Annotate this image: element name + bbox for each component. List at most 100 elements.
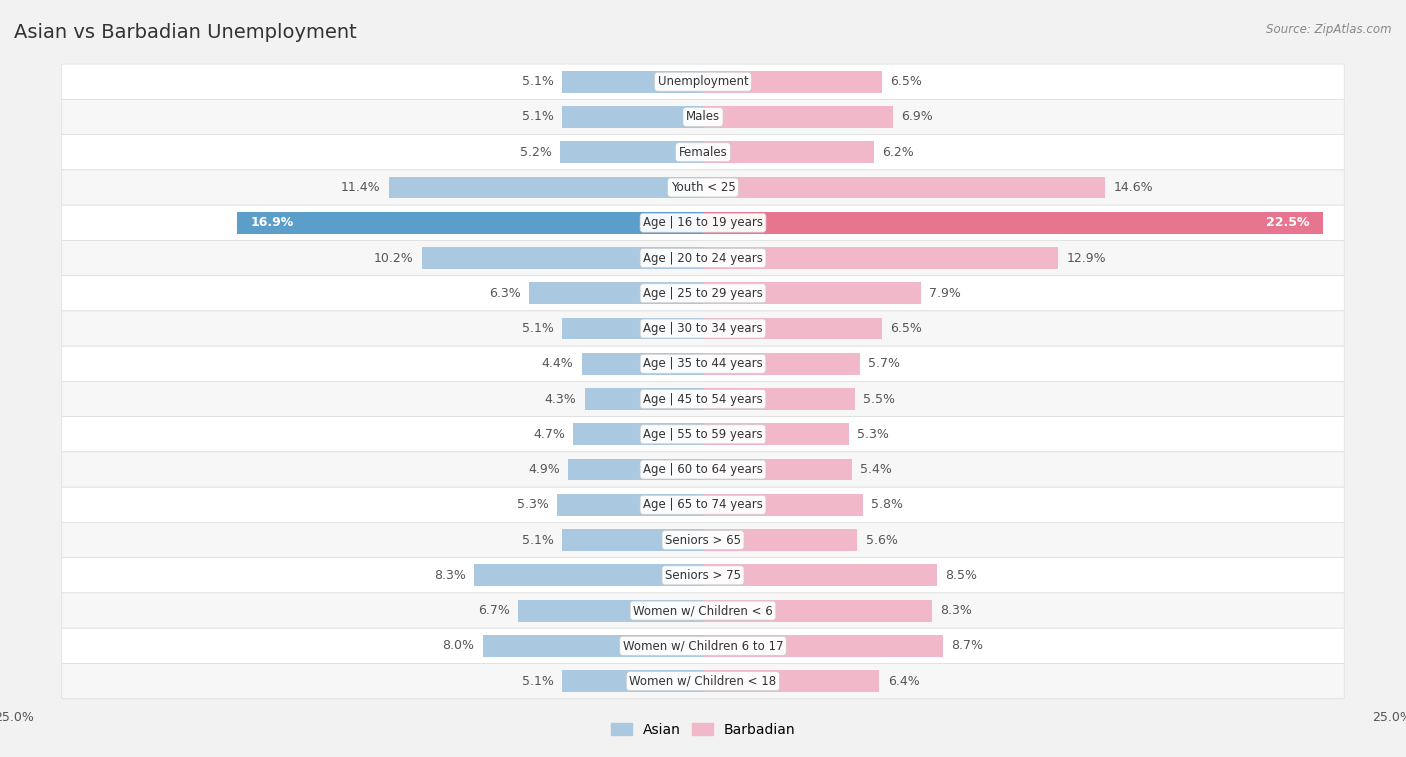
FancyBboxPatch shape [62,135,1344,170]
Text: Age | 30 to 34 years: Age | 30 to 34 years [643,322,763,335]
Text: 5.1%: 5.1% [522,111,554,123]
Text: Women w/ Children 6 to 17: Women w/ Children 6 to 17 [623,640,783,653]
Bar [703,565,938,586]
Text: 6.9%: 6.9% [901,111,934,123]
Text: Seniors > 75: Seniors > 75 [665,569,741,582]
Text: 8.3%: 8.3% [941,604,972,617]
Bar [703,529,858,551]
Text: 6.3%: 6.3% [489,287,522,300]
FancyBboxPatch shape [62,346,1344,382]
Bar [574,423,703,445]
Text: 22.5%: 22.5% [1265,217,1309,229]
Bar [568,459,703,481]
Bar [703,247,1059,269]
Text: 4.3%: 4.3% [544,393,576,406]
FancyBboxPatch shape [62,170,1344,205]
Bar [703,282,921,304]
Text: Age | 20 to 24 years: Age | 20 to 24 years [643,251,763,264]
Text: 5.2%: 5.2% [520,146,551,159]
Text: 14.6%: 14.6% [1114,181,1153,194]
Text: 5.1%: 5.1% [522,75,554,89]
Bar [238,212,703,234]
Text: 8.5%: 8.5% [945,569,977,582]
Bar [389,176,703,198]
FancyBboxPatch shape [62,416,1344,452]
Bar [703,423,849,445]
Text: 5.6%: 5.6% [866,534,897,547]
Bar [560,142,703,164]
Bar [703,318,882,339]
Bar [557,494,703,516]
Bar [562,670,703,692]
Bar [562,71,703,92]
Text: 10.2%: 10.2% [374,251,413,264]
Text: Age | 25 to 29 years: Age | 25 to 29 years [643,287,763,300]
Text: 11.4%: 11.4% [340,181,381,194]
Text: Youth < 25: Youth < 25 [671,181,735,194]
FancyBboxPatch shape [62,276,1344,311]
Text: 4.9%: 4.9% [527,463,560,476]
Text: Males: Males [686,111,720,123]
Bar [530,282,703,304]
Text: 6.4%: 6.4% [887,674,920,687]
Text: 6.5%: 6.5% [890,322,922,335]
Bar [703,600,932,621]
Bar [703,459,852,481]
FancyBboxPatch shape [62,663,1344,699]
Text: Age | 35 to 44 years: Age | 35 to 44 years [643,357,763,370]
Bar [703,106,893,128]
Text: 5.4%: 5.4% [860,463,891,476]
Bar [422,247,703,269]
Text: 8.3%: 8.3% [434,569,465,582]
FancyBboxPatch shape [62,311,1344,346]
Bar [562,529,703,551]
Bar [703,670,879,692]
Text: Women w/ Children < 18: Women w/ Children < 18 [630,674,776,687]
FancyBboxPatch shape [62,64,1344,99]
FancyBboxPatch shape [62,558,1344,593]
Bar [703,71,882,92]
Text: 5.1%: 5.1% [522,674,554,687]
Text: 16.9%: 16.9% [252,217,294,229]
FancyBboxPatch shape [62,99,1344,135]
Text: 8.7%: 8.7% [950,640,983,653]
Text: Age | 60 to 64 years: Age | 60 to 64 years [643,463,763,476]
FancyBboxPatch shape [62,522,1344,558]
Text: 5.5%: 5.5% [863,393,894,406]
FancyBboxPatch shape [62,205,1344,241]
Text: 5.3%: 5.3% [517,498,548,511]
Bar [703,635,943,657]
Text: 4.7%: 4.7% [533,428,565,441]
Bar [474,565,703,586]
Text: 12.9%: 12.9% [1067,251,1107,264]
Bar [703,212,1323,234]
Text: 7.9%: 7.9% [929,287,960,300]
Legend: Asian, Barbadian: Asian, Barbadian [605,717,801,742]
Bar [585,388,703,410]
Text: Unemployment: Unemployment [658,75,748,89]
Text: Asian vs Barbadian Unemployment: Asian vs Barbadian Unemployment [14,23,357,42]
Bar [519,600,703,621]
Bar [703,142,875,164]
Text: Women w/ Children < 6: Women w/ Children < 6 [633,604,773,617]
Text: 5.7%: 5.7% [869,357,900,370]
FancyBboxPatch shape [62,593,1344,628]
FancyBboxPatch shape [62,452,1344,488]
Text: 5.1%: 5.1% [522,322,554,335]
Bar [582,353,703,375]
Bar [703,353,860,375]
Bar [562,106,703,128]
Text: 5.8%: 5.8% [872,498,903,511]
Text: Age | 45 to 54 years: Age | 45 to 54 years [643,393,763,406]
Text: 6.5%: 6.5% [890,75,922,89]
Bar [703,176,1105,198]
Bar [703,388,855,410]
Text: Age | 65 to 74 years: Age | 65 to 74 years [643,498,763,511]
Bar [482,635,703,657]
Text: Age | 55 to 59 years: Age | 55 to 59 years [643,428,763,441]
Text: Age | 16 to 19 years: Age | 16 to 19 years [643,217,763,229]
Bar [703,494,863,516]
Text: 4.4%: 4.4% [541,357,574,370]
Text: 5.1%: 5.1% [522,534,554,547]
FancyBboxPatch shape [62,241,1344,276]
